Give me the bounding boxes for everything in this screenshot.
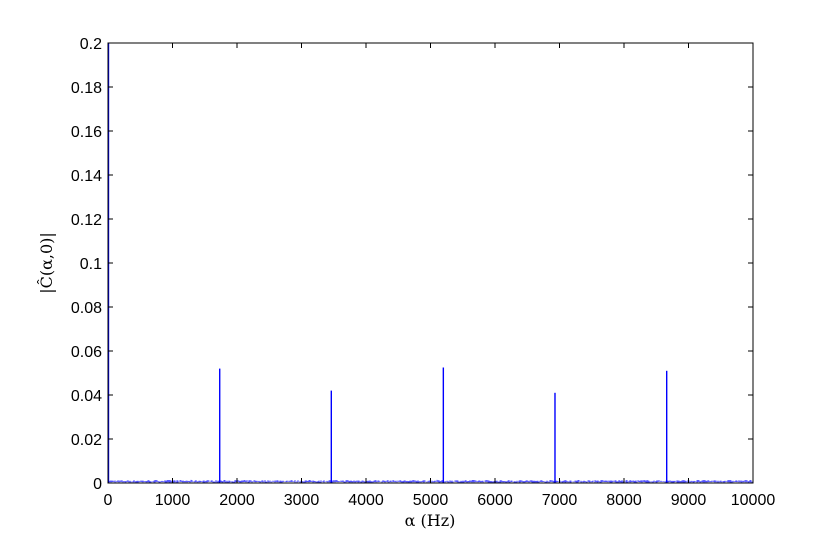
y-tick-label: 0.02 (71, 432, 102, 449)
y-tick-label: 0.12 (71, 212, 102, 229)
plot-area (108, 43, 753, 483)
x-tick-label: 6000 (477, 492, 513, 509)
x-tick-label: 3000 (284, 492, 320, 509)
y-tick-label: 0.08 (71, 300, 102, 317)
y-tick-label: 0.06 (71, 344, 102, 361)
x-axis-label: α (Hz) (405, 511, 456, 530)
y-axis-label: |Ĉ(α,0)| (36, 232, 56, 294)
x-tick-label: 9000 (671, 492, 707, 509)
y-tick-label: 0 (93, 476, 102, 493)
x-tick-label: 8000 (606, 492, 642, 509)
y-tick-label: 0.1 (80, 256, 102, 273)
x-tick-label: 10000 (731, 492, 776, 509)
y-tick-label: 0.18 (71, 80, 102, 97)
x-tick-label: 1000 (155, 492, 191, 509)
y-tick-label: 0.14 (71, 168, 102, 185)
x-tick-label: 2000 (219, 492, 255, 509)
y-axis: 0 0.02 0.04 0.06 0.08 0.1 0.12 0.14 0.16 0.18 0.2 (71, 36, 753, 493)
y-tick-label: 0.16 (71, 124, 102, 141)
x-tick-label: 4000 (348, 492, 384, 509)
y-tick-label: 0.2 (80, 36, 102, 53)
x-tick-label: 7000 (542, 492, 578, 509)
x-tick-label: 0 (104, 492, 113, 509)
y-tick-label: 0.04 (71, 388, 102, 405)
x-tick-label: 5000 (413, 492, 449, 509)
x-axis: 0 1000 2000 3000 4000 5000 6000 7000 8000 9000 100… (104, 43, 776, 509)
